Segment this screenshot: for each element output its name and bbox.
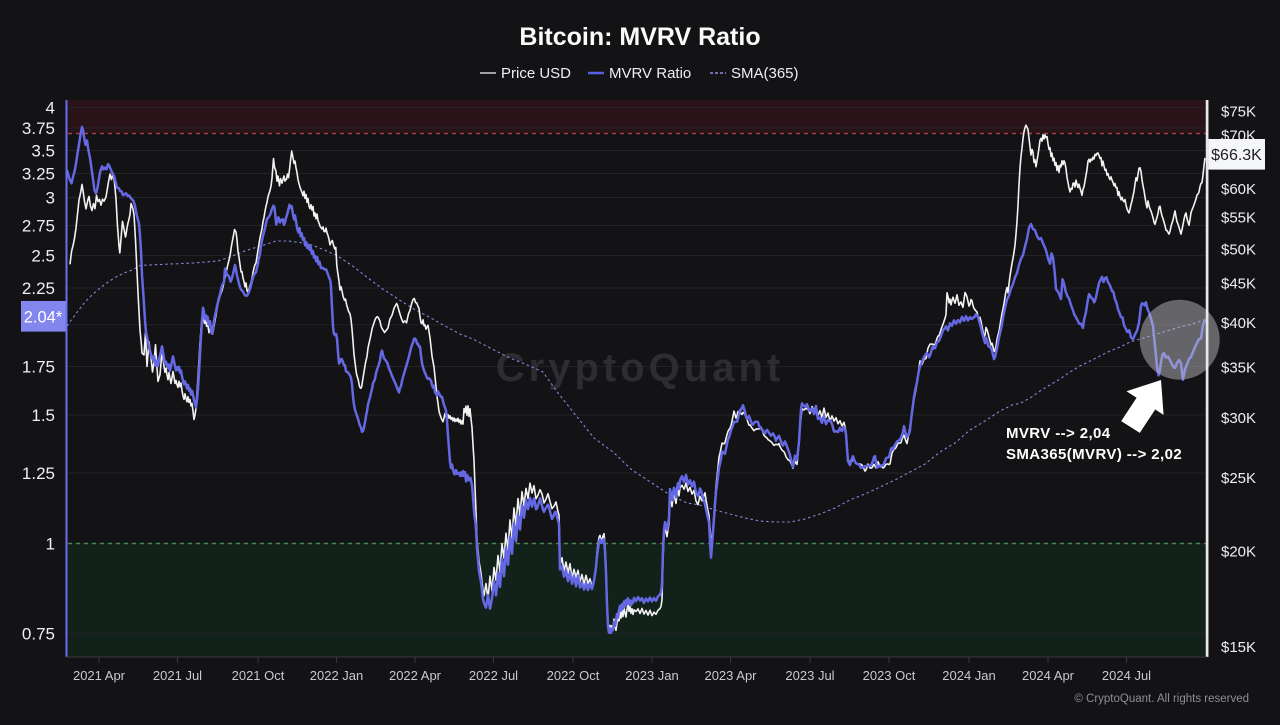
svg-text:$55K: $55K [1221,210,1256,227]
svg-text:$66.3K: $66.3K [1211,147,1262,164]
svg-text:2024 Apr: 2024 Apr [1022,668,1075,683]
svg-text:$40K: $40K [1221,315,1256,332]
svg-text:2022 Apr: 2022 Apr [389,668,442,683]
svg-text:2023 Oct: 2023 Oct [863,668,916,683]
svg-text:3.75: 3.75 [22,119,55,138]
svg-text:2023 Apr: 2023 Apr [704,668,757,683]
svg-text:2022 Jan: 2022 Jan [310,668,364,683]
svg-text:MVRV Ratio: MVRV Ratio [609,65,691,82]
svg-text:1.5: 1.5 [31,406,55,425]
svg-text:SMA(365): SMA(365) [731,65,799,82]
svg-text:2.25: 2.25 [22,279,55,298]
svg-text:3: 3 [46,189,55,208]
svg-text:CryptoQuant: CryptoQuant [496,346,784,390]
svg-text:0.75: 0.75 [22,625,55,644]
svg-text:2021 Apr: 2021 Apr [73,668,126,683]
svg-text:3.25: 3.25 [22,165,55,184]
svg-text:$75K: $75K [1221,104,1256,121]
svg-text:2.75: 2.75 [22,217,55,236]
svg-text:$35K: $35K [1221,360,1256,377]
svg-text:MVRV --> 2,04: MVRV --> 2,04 [1006,425,1111,442]
svg-text:© CryptoQuant. All rights rese: © CryptoQuant. All rights reserved [1074,693,1249,705]
svg-text:$30K: $30K [1221,410,1256,427]
svg-text:SMA365(MVRV) --> 2,02: SMA365(MVRV) --> 2,02 [1006,446,1182,463]
svg-text:2021 Jul: 2021 Jul [153,668,202,683]
svg-text:1: 1 [46,535,55,554]
svg-text:3.5: 3.5 [31,142,55,161]
svg-text:2022 Oct: 2022 Oct [547,668,600,683]
svg-text:$20K: $20K [1221,544,1256,561]
svg-text:Bitcoin: MVRV Ratio: Bitcoin: MVRV Ratio [519,23,760,51]
svg-text:$60K: $60K [1221,181,1256,198]
svg-text:2.5: 2.5 [31,247,55,266]
svg-text:2023 Jul: 2023 Jul [785,668,834,683]
svg-text:1.25: 1.25 [22,464,55,483]
svg-text:2024 Jul: 2024 Jul [1102,668,1151,683]
svg-text:$25K: $25K [1221,470,1256,487]
svg-text:$15K: $15K [1221,639,1256,656]
svg-text:1.75: 1.75 [22,358,55,377]
svg-text:2021 Oct: 2021 Oct [232,668,285,683]
svg-text:2.04*: 2.04* [24,309,63,327]
svg-text:2024 Jan: 2024 Jan [942,668,996,683]
svg-text:2023 Jan: 2023 Jan [625,668,679,683]
svg-text:4: 4 [46,99,55,118]
svg-text:Price USD: Price USD [501,65,571,82]
svg-text:$45K: $45K [1221,276,1256,293]
svg-text:$50K: $50K [1221,242,1256,259]
svg-text:2022 Jul: 2022 Jul [469,668,518,683]
